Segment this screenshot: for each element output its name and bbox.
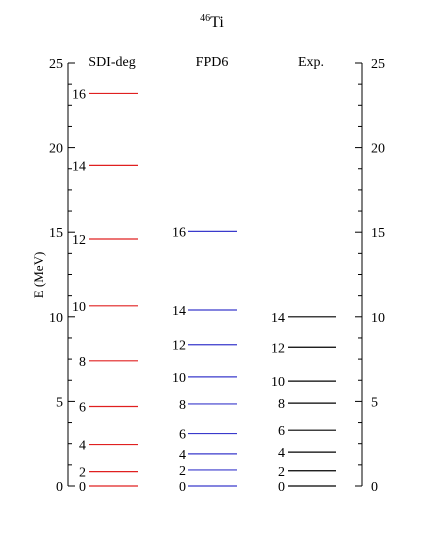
column-fpd6: FPD6 024 6 8 10 12 14 16 xyxy=(172,55,237,495)
chart-title-main: Ti xyxy=(210,14,224,31)
level-spin-label: 0 xyxy=(278,480,285,495)
level-spin-label: 2 xyxy=(179,464,186,479)
column-exp: Exp. 02 4 6 8 10 12 14 xyxy=(271,55,336,495)
column-header: Exp. xyxy=(298,55,324,70)
y-tick-label-left: 0 xyxy=(56,480,63,495)
y-tick-label-right: 15 xyxy=(371,226,385,241)
y-tick-label-left: 20 xyxy=(49,142,63,157)
column-header: FPD6 xyxy=(196,55,229,70)
level-spin-label: 6 xyxy=(179,428,186,443)
level-spin-label: 8 xyxy=(79,355,86,370)
y-tick-label-left: 25 xyxy=(49,57,63,72)
y-axis-label: E (MeV) xyxy=(31,252,46,299)
level-spin-label: 14 xyxy=(172,304,186,319)
level-spin-label: 16 xyxy=(72,87,86,102)
level-spin-label: 4 xyxy=(179,448,186,463)
level-spin-label: 4 xyxy=(278,446,285,461)
level-spin-label: 14 xyxy=(271,311,285,326)
level-spin-label: 14 xyxy=(72,159,86,174)
level-spin-label: 0 xyxy=(79,480,86,495)
level-spin-label: 0 xyxy=(179,480,186,495)
level-spin-label: 6 xyxy=(79,400,86,415)
chart-title-superscript: 46 xyxy=(200,13,210,24)
level-spin-label: 2 xyxy=(79,466,86,481)
y-tick-label-right: 0 xyxy=(371,480,378,495)
level-spin-label: 8 xyxy=(278,397,285,412)
y-tick-label-right: 20 xyxy=(371,142,385,157)
level-spin-label: 12 xyxy=(271,341,285,356)
level-spin-label: 12 xyxy=(72,233,86,248)
level-columns: SDI-deg0246810121416FPD60246810121416Exp… xyxy=(72,55,336,495)
level-spin-label: 16 xyxy=(172,225,186,240)
y-tick-label-right: 5 xyxy=(371,395,378,410)
level-spin-label: 10 xyxy=(72,300,86,315)
level-spin-label: 8 xyxy=(179,398,186,413)
y-tick-label-left: 5 xyxy=(56,395,63,410)
level-spin-label: 10 xyxy=(172,371,186,386)
level-spin-label: 4 xyxy=(79,439,86,454)
chart-title: 46Ti xyxy=(200,13,224,31)
level-spin-label: 6 xyxy=(278,424,285,439)
column-sdi-deg: SDI-deg 02 4 6 8 10 12 14 16 xyxy=(72,55,138,495)
level-spin-label: 12 xyxy=(172,339,186,354)
y-tick-label-left: 10 xyxy=(49,311,63,326)
y-tick-label-left: 15 xyxy=(49,226,63,241)
y-tick-label-right: 10 xyxy=(371,311,385,326)
level-spin-label: 10 xyxy=(271,375,285,390)
level-spin-label: 2 xyxy=(278,465,285,480)
column-header: SDI-deg xyxy=(88,55,135,70)
y-tick-label-right: 25 xyxy=(371,57,385,72)
